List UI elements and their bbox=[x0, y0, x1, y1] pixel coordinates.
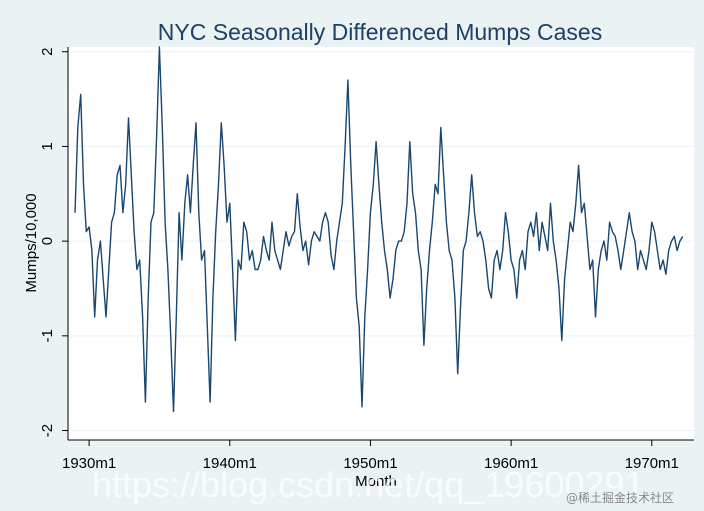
x-tick-label: 1960m1 bbox=[484, 455, 538, 472]
x-tick-label: 1970m1 bbox=[625, 455, 679, 472]
y-tick-label: 0 bbox=[39, 237, 56, 245]
y-tick-label: -1 bbox=[39, 329, 56, 342]
y-axis-ticks: 2 1 0 -1 -2 bbox=[39, 48, 68, 437]
y-axis-title: Mumps/10,000 bbox=[23, 193, 40, 292]
x-tick-label: 1930m1 bbox=[62, 455, 116, 472]
x-axis-title: Month bbox=[355, 473, 397, 490]
y-tick-label: 1 bbox=[39, 142, 56, 150]
watermark-badge: @稀土掘金技术社区 bbox=[566, 490, 674, 505]
y-tick-label: 2 bbox=[39, 48, 56, 56]
x-tick-label: 1950m1 bbox=[343, 455, 397, 472]
y-tick-label: -2 bbox=[39, 424, 56, 437]
watermark-text: https://blog.csdn.net/qq_19600291 bbox=[92, 464, 644, 505]
series-line bbox=[74, 46, 684, 413]
grid-lines bbox=[68, 51, 694, 432]
x-tick-label: 1940m1 bbox=[203, 455, 257, 472]
x-axis-ticks: 1930m1 1940m1 1950m1 1960m1 1970m1 bbox=[62, 440, 679, 472]
chart-title: NYC Seasonally Differenced Mumps Cases bbox=[158, 19, 602, 45]
